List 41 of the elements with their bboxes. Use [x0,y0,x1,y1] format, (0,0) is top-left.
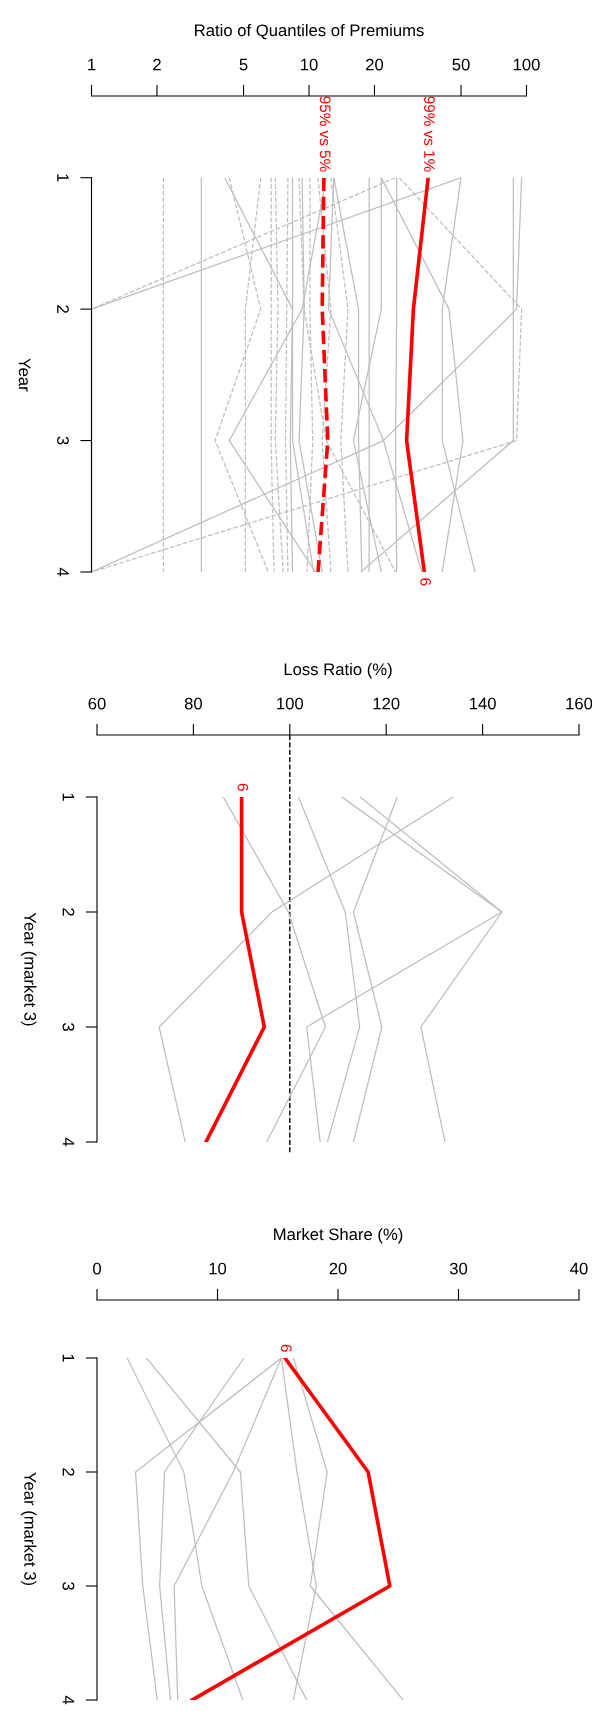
text: 6 [237,783,249,791]
y-tick-label: 4 [57,567,69,577]
x-tick-label: 40 [570,1262,588,1275]
x-tick-label: 5 [239,58,248,71]
x-axis-title: Loss Ratio (%) [284,662,392,679]
y-tick-label: 4 [62,1695,75,1705]
x-tick-label: 20 [366,58,384,71]
y-tick-label: 3 [62,1582,75,1590]
x-tick-label: 10 [301,58,318,71]
text: 99% vs 1% [424,96,435,172]
x-tick-label: 2 [153,58,161,71]
y-tick-label: 3 [62,1023,75,1031]
x-tick-label: 120 [373,697,400,710]
y-tick-label: 1 [57,174,69,182]
x-tick-label: 50 [452,58,470,71]
x-axis-title: Market Share (%) [274,1227,403,1244]
y-axis-title: Year [18,358,31,392]
x-tick-label: 100 [277,697,304,710]
x-tick-label: 1 [88,58,96,71]
y-tick-label: 2 [57,305,69,313]
x-tick-label: 160 [566,697,592,710]
y-tick-label: 1 [62,793,75,801]
x-tick-label: 100 [513,58,540,71]
x-tick-label: 30 [449,1262,468,1275]
x-tick-label: 0 [93,1262,101,1275]
x-tick-label: 20 [329,1262,347,1275]
x-axis-title: Ratio of Quantiles of Premiums [195,23,424,40]
y-axis-title: Year (market 3) [20,912,37,1026]
x-tick-label: 10 [209,1262,227,1275]
y-tick-label: 2 [62,908,75,916]
text: 6 [280,1344,292,1352]
y-axis-title: Year (market 3) [20,1472,37,1586]
annotation: 6 [420,578,432,586]
y-tick-label: 2 [62,1468,75,1476]
text: 95% vs 5% [319,96,331,172]
x-tick-label: 80 [184,697,203,710]
y-tick-label: 1 [62,1354,75,1362]
x-tick-label: 140 [469,697,496,710]
y-tick-label: 4 [62,1137,75,1147]
x-tick-label: 60 [88,697,106,710]
y-tick-label: 3 [57,436,69,445]
